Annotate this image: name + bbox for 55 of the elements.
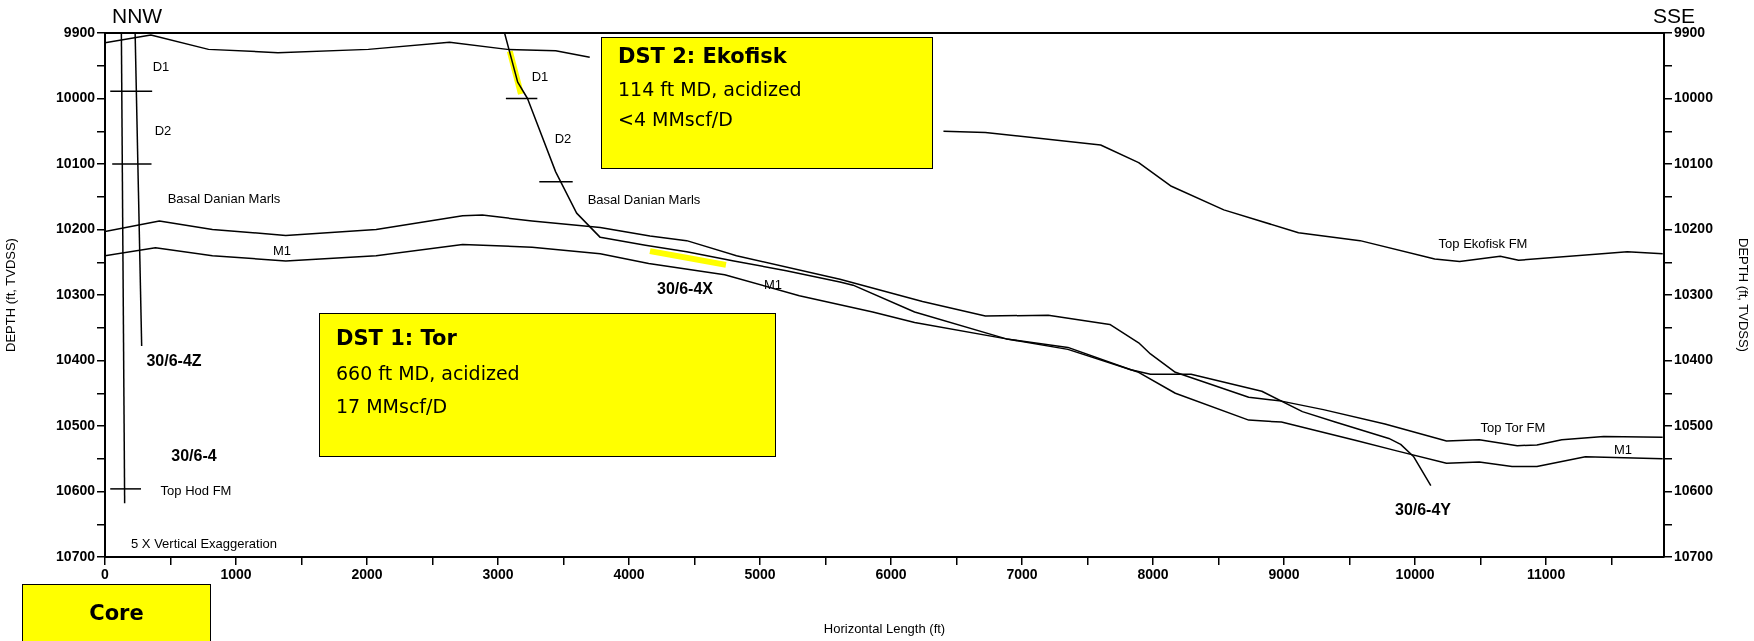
x-tick-label: 11000 — [1527, 566, 1566, 583]
annotation: Basal Danian Marls — [587, 191, 701, 207]
annotation: Top Tor FM — [1480, 419, 1546, 435]
annotation: 30/6-4X — [656, 280, 714, 297]
annotation: M1 — [1613, 441, 1633, 457]
y2-tick-label: 10700 — [1674, 547, 1714, 564]
annotation: 5 X Vertical Exaggeration — [131, 535, 277, 551]
annotation: M1 — [272, 242, 292, 258]
y2-tick-label: 10100 — [1674, 154, 1714, 171]
annotation: M1 — [763, 276, 783, 292]
callout-box: DST 2: Ekofisk 114 ft MD, acidized <4 MMscf/D — [601, 37, 933, 169]
x-tick-label: 8000 — [1137, 566, 1169, 583]
y-tick-label: 10500 — [56, 416, 96, 433]
y-tick-label: 10400 — [56, 351, 96, 368]
annotation: DST 2: Ekofisk 114 ft MD, acidized <4 MMscf/D — [618, 43, 803, 132]
x-tick-label: 1000 — [220, 566, 252, 583]
y-tick-label: 10600 — [56, 482, 96, 499]
y2-tick-label: 10500 — [1674, 416, 1714, 433]
annotation: D2 — [154, 122, 172, 138]
x-tick-label: 3000 — [482, 566, 514, 583]
callout-box: DST 1: Tor 660 ft MD, acidized 17 MMscf/D — [319, 313, 776, 457]
x-axis-title: Horizontal Length (ft) — [823, 620, 946, 636]
x-tick-label: 7000 — [1006, 566, 1038, 583]
text: NNW — [112, 4, 163, 27]
y2-tick-label: 10300 — [1674, 285, 1714, 302]
annotation: Top Ekofisk FM — [1438, 235, 1528, 251]
y-tick-label: 9900 — [63, 23, 96, 40]
y-tick-label: 10000 — [56, 89, 96, 106]
x-tick-label: 10000 — [1395, 566, 1435, 583]
x-tick-label: 9000 — [1268, 566, 1300, 583]
y-tick-label: 10700 — [56, 547, 96, 564]
x-tick-label: 6000 — [875, 566, 907, 583]
y-axis-title: DEPTH (ft, TVDSS) — [3, 238, 19, 352]
annotation: Top Hod FM — [160, 482, 232, 498]
y2-tick-label: 10400 — [1674, 351, 1714, 368]
y-tick-label: 10100 — [56, 154, 96, 171]
annotation: D1 — [531, 68, 549, 84]
y2-axis-title: DEPTH (ft, TVDSS) — [1735, 238, 1751, 352]
x-tick-label: 4000 — [613, 566, 645, 583]
annotation: DST 1: Tor 660 ft MD, acidized 17 MMscf/D — [336, 325, 521, 419]
x-tick-label: 0 — [101, 566, 110, 583]
y-tick-label: 10200 — [56, 220, 96, 237]
annotation: 30/6-4Z — [146, 352, 202, 369]
y2-tick-label: 10600 — [1674, 482, 1714, 499]
annotation: Basal Danian Marls — [167, 190, 281, 206]
y-tick-label: 10300 — [56, 285, 96, 302]
annotation: 30/6-4 — [171, 447, 217, 464]
x-tick-label: 5000 — [744, 566, 776, 583]
callout-box: Core — [22, 584, 211, 641]
x-tick-label: 2000 — [351, 566, 383, 583]
y2-tick-label: 10200 — [1674, 220, 1714, 237]
y2-tick-label: 10000 — [1674, 89, 1714, 106]
annotation: D1 — [152, 58, 170, 74]
annotation: 30/6-4Y — [1394, 501, 1452, 518]
annotation: D2 — [554, 130, 572, 146]
